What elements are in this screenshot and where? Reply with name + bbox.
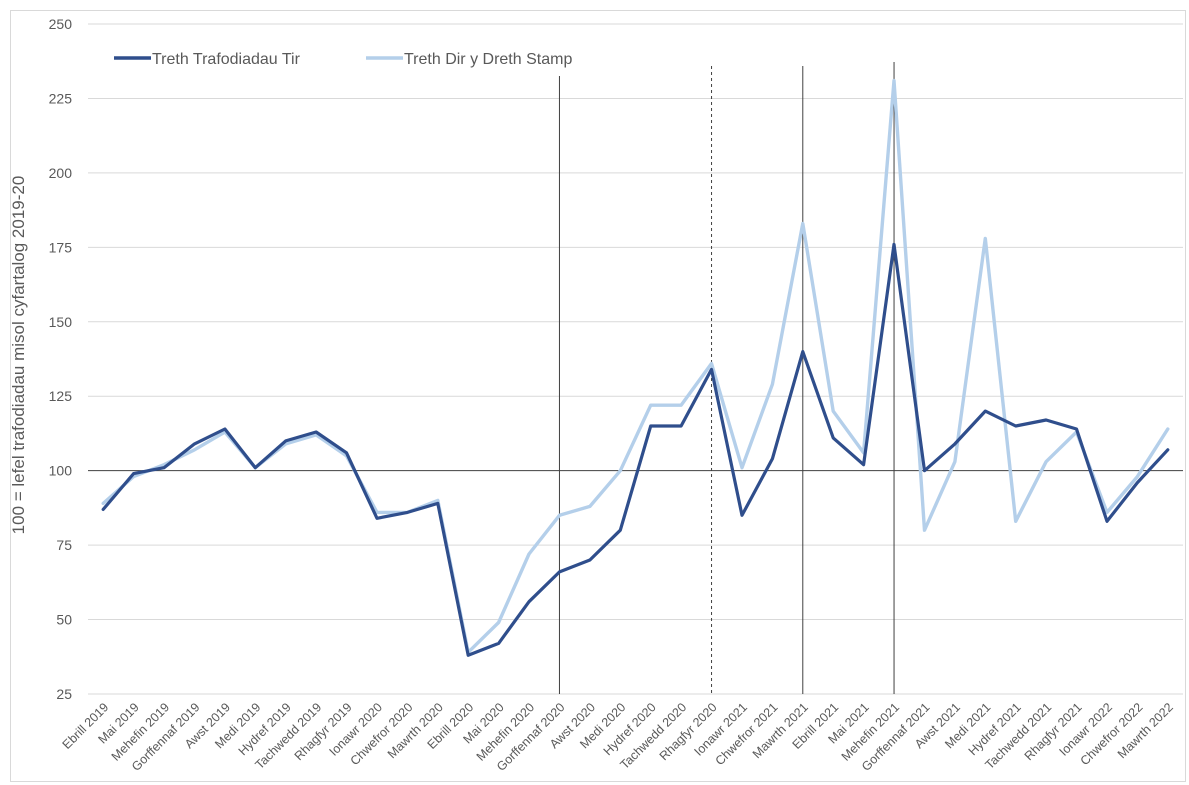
y-tick-label: 225 <box>49 90 73 106</box>
y-axis-ticks: 25 50 75 100 125 150 175 200 225 250 <box>49 16 73 702</box>
y-tick-label: 100 <box>49 463 73 479</box>
y-tick-label: 150 <box>49 314 73 330</box>
series-line-treth-trafodiadau-tir <box>101 242 1170 657</box>
y-tick-label: 250 <box>49 16 73 32</box>
series-lines <box>101 78 1170 657</box>
gridlines <box>88 23 1183 695</box>
legend: Treth Trafodiadau Tir Treth Dir y Dreth S… <box>114 51 572 68</box>
y-tick-label: 25 <box>56 686 72 702</box>
legend-label: Treth Dir y Dreth Stamp <box>404 51 572 68</box>
vertical-markers <box>558 62 895 694</box>
y-tick-label: 75 <box>56 537 72 553</box>
y-tick-label: 50 <box>56 612 72 628</box>
legend-label: Treth Trafodiadau Tir <box>152 51 301 68</box>
y-tick-label: 175 <box>49 239 73 255</box>
series-line-treth-dir-y-dreth-stamp <box>101 78 1170 654</box>
y-tick-label: 125 <box>49 388 73 404</box>
y-axis-title: 100 = lefel trafodiadau misol cyfartalog… <box>9 176 28 535</box>
y-tick-label: 200 <box>49 165 73 181</box>
